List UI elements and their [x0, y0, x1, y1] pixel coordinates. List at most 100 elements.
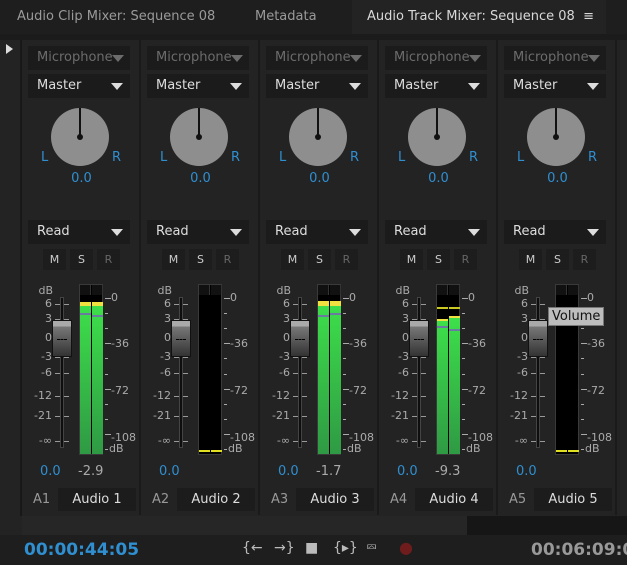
volume-fader-handle[interactable]: [171, 320, 191, 357]
meter-scale-label: -36: [468, 337, 486, 350]
output-dropdown[interactable]: Master: [147, 74, 249, 98]
tab-audio-clip-mixer[interactable]: Audio Clip Mixer: Sequence 08: [0, 0, 234, 34]
solo-button[interactable]: S: [546, 249, 569, 270]
record-enable-button[interactable]: R: [216, 249, 239, 270]
meter-tick: [581, 328, 584, 330]
automation-mode-dropdown[interactable]: Read: [28, 220, 130, 244]
solo-button[interactable]: S: [189, 249, 212, 270]
show-hide-effects-toggle[interactable]: [0, 40, 22, 516]
volume-fader-track[interactable]: [60, 297, 64, 448]
current-timecode[interactable]: 00:00:44:05: [24, 540, 140, 560]
automation-mode-dropdown[interactable]: Read: [385, 220, 487, 244]
go-to-in-icon[interactable]: {←: [242, 540, 263, 556]
record-enable-button[interactable]: R: [97, 249, 120, 270]
input-dropdown[interactable]: Microphone: [504, 46, 606, 70]
chevron-down-icon: [469, 55, 481, 62]
record-enable-button[interactable]: R: [454, 249, 477, 270]
go-to-out-icon[interactable]: →}: [274, 540, 295, 556]
record-icon[interactable]: ●: [399, 538, 413, 557]
output-dropdown[interactable]: Master: [385, 74, 487, 98]
pan-knob[interactable]: [527, 108, 585, 166]
tab-metadata[interactable]: Metadata: [240, 0, 350, 34]
loop-icon[interactable]: ⮹: [366, 540, 378, 556]
volume-fader-track[interactable]: [417, 297, 421, 448]
volume-fader-track[interactable]: [536, 297, 540, 448]
mute-button[interactable]: M: [281, 249, 304, 270]
chevron-down-icon: [468, 229, 480, 236]
output-dropdown[interactable]: Master: [504, 74, 606, 98]
output-dropdown[interactable]: Master: [266, 74, 368, 98]
volume-fader-handle[interactable]: [290, 320, 310, 357]
output-dropdown[interactable]: Master: [28, 74, 130, 98]
volume-value[interactable]: 0.0: [40, 464, 61, 479]
track-id: A1: [33, 492, 51, 507]
meter-scale-label: dB: [347, 442, 362, 455]
automation-mode-dropdown[interactable]: Read: [504, 220, 606, 244]
solo-button[interactable]: S: [70, 249, 93, 270]
solo-button[interactable]: S: [308, 249, 331, 270]
mute-button[interactable]: M: [162, 249, 185, 270]
meter-floor-marker: [568, 450, 579, 452]
pan-knob[interactable]: [289, 108, 347, 166]
pan-knob[interactable]: [408, 108, 466, 166]
clip-indicator: [330, 285, 341, 295]
track-name[interactable]: Audio 3: [296, 488, 374, 511]
volume-fader-handle[interactable]: [528, 320, 548, 357]
fader-scale-label: -3: [160, 350, 171, 363]
meter-tick: [224, 328, 227, 330]
mute-button[interactable]: M: [43, 249, 66, 270]
track-name[interactable]: Audio 5: [534, 488, 612, 511]
volume-value[interactable]: 0.0: [516, 464, 537, 479]
pan-value[interactable]: 0.0: [547, 171, 568, 186]
meter-tick: [462, 449, 465, 450]
automation-mode-dropdown[interactable]: Read: [266, 220, 368, 244]
pan-value[interactable]: 0.0: [190, 171, 211, 186]
expand-triangle-icon[interactable]: [6, 44, 13, 54]
meter-tick: [343, 388, 349, 390]
tab-label: Metadata: [255, 9, 317, 24]
mute-button[interactable]: M: [400, 249, 423, 270]
volume-fader-track[interactable]: [179, 297, 183, 448]
record-enable-button[interactable]: R: [573, 249, 596, 270]
input-dropdown[interactable]: Microphone: [28, 46, 130, 70]
volume-value[interactable]: 0.0: [397, 464, 418, 479]
pan-knob[interactable]: [51, 108, 109, 166]
volume-fader-handle[interactable]: [409, 320, 429, 357]
pan-value[interactable]: 0.0: [428, 171, 449, 186]
input-dropdown[interactable]: Microphone: [385, 46, 487, 70]
meter-tick: [462, 313, 465, 315]
automation-mode-dropdown[interactable]: Read: [147, 220, 249, 244]
solo-button[interactable]: S: [427, 249, 450, 270]
stop-icon[interactable]: ■: [305, 540, 319, 556]
volume-fader-track[interactable]: [298, 297, 302, 448]
track-name[interactable]: Audio 4: [415, 488, 493, 511]
meter-tick: [105, 313, 108, 315]
meter-floor-marker: [556, 450, 567, 452]
volume-value[interactable]: 0.0: [278, 464, 299, 479]
meter-scale-label: 0: [587, 291, 594, 304]
record-enable-button[interactable]: R: [335, 249, 358, 270]
volume-fader-handle[interactable]: [52, 320, 72, 357]
track-name[interactable]: Audio 1: [58, 488, 136, 511]
input-dropdown[interactable]: Microphone: [147, 46, 249, 70]
fader-scale-label: -3: [517, 350, 528, 363]
pan-value[interactable]: 0.0: [71, 171, 92, 186]
pan-value[interactable]: 0.0: [309, 171, 330, 186]
meter-scale-label: dB: [228, 442, 243, 455]
fader-scale-label: 0: [164, 331, 171, 344]
meter-tick: [105, 418, 108, 420]
fader-scale-label: 3: [45, 312, 52, 325]
tab-audio-track-mixer[interactable]: Audio Track Mixer: Sequence 08 ≡: [352, 0, 606, 34]
play-in-to-out-icon[interactable]: {▸}: [333, 540, 358, 556]
hamburger-icon[interactable]: ≡: [583, 9, 594, 24]
mute-button[interactable]: M: [519, 249, 542, 270]
peak-hold-marker: [80, 313, 91, 316]
input-dropdown[interactable]: Microphone: [266, 46, 368, 70]
pan-knob[interactable]: [170, 108, 228, 166]
horizontal-scrollbar[interactable]: [22, 516, 467, 535]
track-name[interactable]: Audio 2: [177, 488, 255, 511]
volume-value[interactable]: 0.0: [159, 464, 180, 479]
clip-indicator: [211, 285, 222, 295]
meter-tick: [105, 298, 111, 299]
